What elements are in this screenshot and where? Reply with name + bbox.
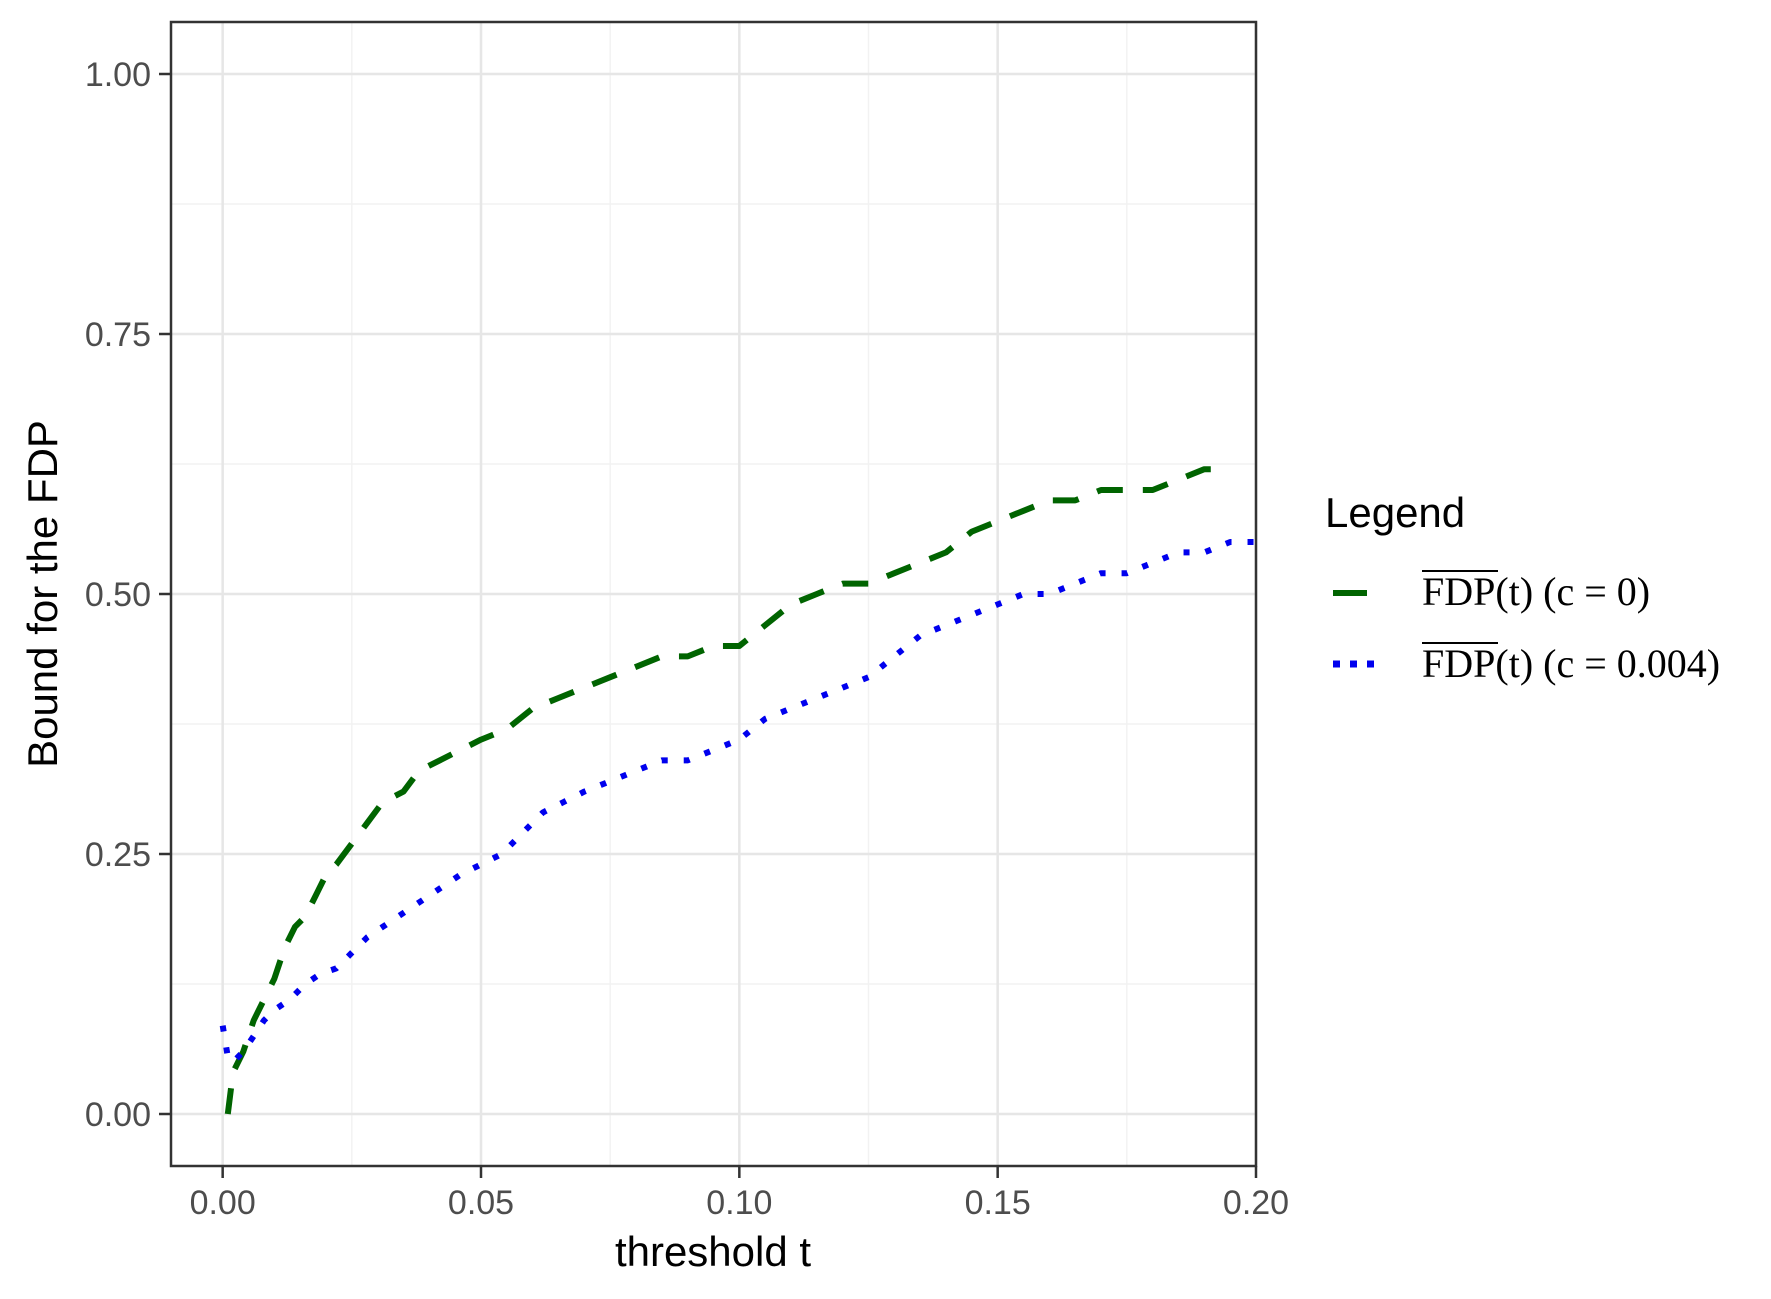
grid-lines (171, 22, 1258, 1166)
legend-title: Legend (1325, 489, 1465, 536)
legend-label-1-suffix: (t) (c = 0) (1495, 569, 1650, 614)
axes: 0.00 0.05 0.10 0.15 0.20 0.00 0.25 0.50 0.75 1.00 (85, 56, 1289, 1222)
x-tick-label: 0.20 (1223, 1184, 1289, 1222)
y-tick-label: 0.75 (85, 316, 151, 354)
series-line-2 (219, 539, 1256, 1065)
x-tick-label: 0.05 (448, 1184, 514, 1222)
legend-label-1: FDP(t) (c = 0) (1422, 569, 1650, 614)
x-tick-label: 0.00 (190, 1184, 256, 1222)
legend-label-2-suffix: (t) (c = 0.004) (1495, 641, 1720, 686)
y-tick-label: 1.00 (85, 56, 151, 94)
series-lines (219, 466, 1257, 1115)
legend-label-2: FDP(t) (c = 0.004) (1422, 641, 1720, 686)
legend: Legend FDP(t) (c = 0) FDP(t) (c = 0.004) (1325, 489, 1720, 686)
x-axis-title: threshold t (615, 1228, 811, 1275)
x-tick-label: 0.15 (965, 1184, 1031, 1222)
legend-label-2-fdp: FDP (1422, 641, 1495, 686)
x-tick-label: 0.10 (706, 1184, 772, 1222)
legend-label-1-fdp: FDP (1422, 569, 1495, 614)
y-axis-title: Bound for the FDP (19, 420, 66, 768)
y-tick-label: 0.25 (85, 836, 151, 874)
y-tick-label: 0.00 (85, 1096, 151, 1134)
y-tick-label: 0.50 (85, 576, 151, 614)
